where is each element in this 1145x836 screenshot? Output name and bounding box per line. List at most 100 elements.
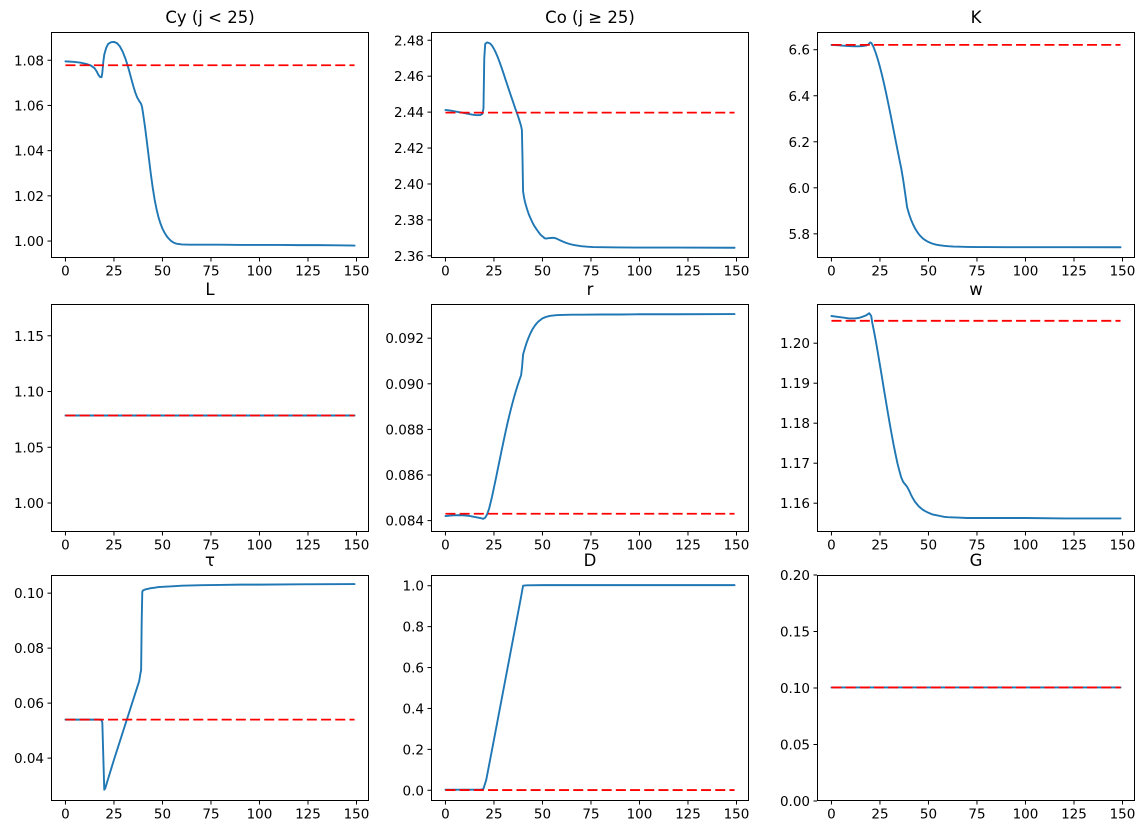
- x-tick-label: 100: [247, 807, 273, 823]
- x-tick-label: 75: [202, 264, 219, 280]
- x-tick-label: 75: [202, 538, 219, 554]
- y-tick-label: 0.090: [385, 377, 424, 393]
- y-tick-label: 0.00: [780, 794, 810, 810]
- x-tick-label: 75: [968, 264, 985, 280]
- y-tick-label: 1.02: [14, 189, 44, 205]
- x-tick-label: 50: [920, 807, 937, 823]
- plot-area: 0 25 50 75 100 125 150 2.36 2.38 2.40 2.42 2.44 2.46…: [394, 32, 749, 280]
- x-tick-label: 0: [827, 807, 836, 823]
- y-tick-label: 0.4: [403, 701, 424, 717]
- y-tick-label: 0.15: [780, 625, 810, 641]
- x-tick-label: 150: [724, 807, 750, 823]
- x-tick-label: 75: [968, 807, 985, 823]
- x-tick-label: 125: [295, 807, 321, 823]
- x-axis: 0 25 50 75 100 125 150: [827, 801, 1135, 823]
- subplot-title: r: [586, 279, 594, 299]
- x-tick-label: 50: [154, 264, 171, 280]
- x-axis: 0 25 50 75 100 125 150: [441, 258, 749, 280]
- subplot-title: w: [969, 279, 983, 299]
- axes-frame: [51, 304, 369, 532]
- y-tick-label: 1.06: [14, 98, 44, 114]
- y-tick-label: 0.10: [14, 586, 44, 602]
- axes-frame: [51, 575, 369, 801]
- y-tick-label: 0.10: [780, 681, 810, 697]
- x-axis: 0 25 50 75 100 125 150: [441, 801, 749, 823]
- x-tick-label: 100: [627, 264, 653, 280]
- x-tick-label: 75: [968, 538, 985, 554]
- y-tick-label: 1.0: [403, 579, 424, 595]
- subplot-r: r 0 25 50 75 100 125 150 0.084 0.086 0.088 0.090 0.…: [385, 280, 749, 553]
- x-tick-label: 25: [871, 264, 888, 280]
- x-tick-label: 25: [485, 264, 502, 280]
- x-tick-label: 100: [247, 538, 273, 554]
- series-line: [444, 41, 736, 249]
- x-tick-label: 0: [441, 264, 450, 280]
- y-tick-label: 0.092: [385, 331, 424, 347]
- x-tick-label: 25: [485, 807, 502, 823]
- subplot-tau: τ 0 25 50 75 100 125 150 0.04 0.06 0.08 0.10: [14, 551, 369, 822]
- y-tick-label: 2.48: [394, 33, 424, 49]
- y-tick-label: 1.05: [14, 440, 44, 456]
- axes-frame: [51, 32, 369, 258]
- subplot-k: K 0 25 50 75 100 125 150 5.8 6.0 6.2 6.4 6.6: [789, 8, 1136, 280]
- x-axis: 0 25 50 75 100 125 150: [827, 532, 1135, 554]
- x-tick-label: 150: [1110, 807, 1136, 823]
- x-tick-label: 100: [627, 807, 653, 823]
- x-tick-label: 25: [871, 538, 888, 554]
- x-tick-label: 25: [871, 807, 888, 823]
- axes-frame: [431, 32, 749, 258]
- plot-area: 0 25 50 75 100 125 150 1.00 1.05 1.10 1.15: [14, 304, 369, 554]
- subplot-g: G 0 25 50 75 100 125 150 0.00 0.05 0.10 0.15 0.20: [780, 551, 1135, 823]
- series-line: [444, 584, 736, 791]
- series-line: [444, 313, 736, 520]
- x-tick-label: 150: [344, 807, 370, 823]
- series-line: [830, 41, 1122, 249]
- x-tick-label: 100: [1013, 538, 1039, 554]
- x-tick-label: 75: [202, 807, 219, 823]
- x-tick-label: 25: [485, 538, 502, 554]
- x-tick-label: 125: [675, 807, 701, 823]
- x-tick-label: 75: [582, 264, 599, 280]
- x-tick-label: 150: [344, 264, 370, 280]
- x-tick-label: 100: [1013, 807, 1039, 823]
- x-tick-label: 0: [61, 264, 70, 280]
- y-tick-label: 2.36: [394, 249, 424, 265]
- y-tick-label: 2.38: [394, 213, 424, 229]
- x-tick-label: 150: [724, 538, 750, 554]
- x-tick-label: 50: [920, 264, 937, 280]
- x-tick-label: 125: [1061, 807, 1087, 823]
- plot-area: 0 25 50 75 100 125 150 0.00 0.05 0.10 0.15 0.20: [780, 568, 1135, 823]
- x-axis: 0 25 50 75 100 125 150: [61, 801, 369, 823]
- plot-area: 0 25 50 75 100 125 150 5.8 6.0 6.2 6.4 6.6: [789, 32, 1135, 280]
- y-tick-label: 1.15: [14, 329, 44, 345]
- x-tick-label: 125: [295, 538, 321, 554]
- y-axis: 0.00 0.05 0.10 0.15 0.20: [780, 568, 817, 810]
- y-tick-label: 1.00: [14, 496, 44, 512]
- subplot-title: D: [583, 550, 597, 570]
- y-axis: 5.8 6.0 6.2 6.4 6.6: [789, 43, 817, 243]
- x-tick-label: 0: [827, 264, 836, 280]
- x-tick-label: 150: [1110, 264, 1136, 280]
- x-tick-label: 25: [105, 538, 122, 554]
- x-tick-label: 50: [920, 538, 937, 554]
- x-tick-label: 0: [827, 538, 836, 554]
- y-tick-label: 1.20: [780, 336, 810, 352]
- x-tick-label: 100: [627, 538, 653, 554]
- y-tick-label: 0.08: [14, 641, 44, 657]
- x-tick-label: 50: [154, 807, 171, 823]
- y-axis: 0.0 0.2 0.4 0.6 0.8 1.0: [403, 579, 431, 799]
- x-tick-label: 150: [724, 264, 750, 280]
- x-tick-label: 100: [247, 264, 273, 280]
- x-tick-label: 125: [295, 264, 321, 280]
- y-tick-label: 6.0: [789, 181, 810, 197]
- subplot-title: τ: [205, 550, 215, 570]
- x-tick-label: 50: [534, 807, 551, 823]
- x-axis: 0 25 50 75 100 125 150: [61, 532, 369, 554]
- subplot-title: K: [970, 7, 982, 27]
- y-tick-label: 0.04: [14, 751, 44, 767]
- x-tick-label: 25: [105, 264, 122, 280]
- y-axis: 1.00 1.05 1.10 1.15: [14, 329, 51, 512]
- x-axis: 0 25 50 75 100 125 150: [827, 258, 1135, 280]
- y-axis: 1.16 1.17 1.18 1.19 1.20: [780, 336, 817, 512]
- y-tick-label: 0.06: [14, 696, 44, 712]
